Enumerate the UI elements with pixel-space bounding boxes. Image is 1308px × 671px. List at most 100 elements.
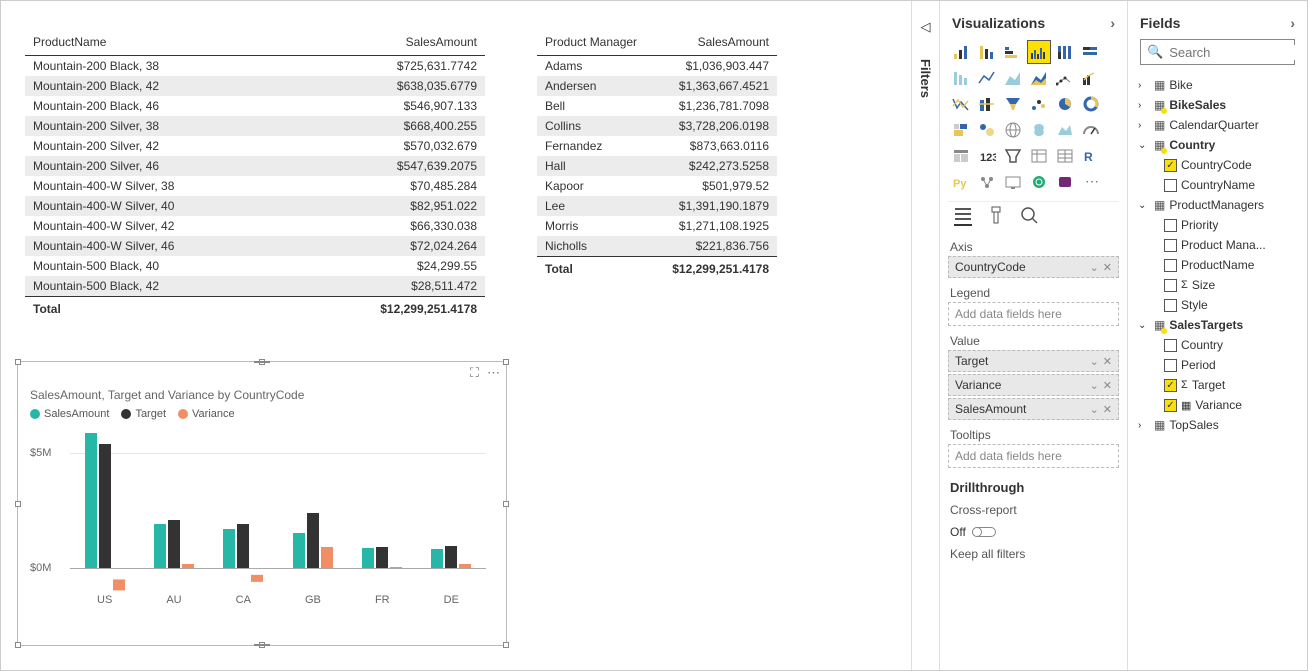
chart-visual[interactable]: ⛶ ⋯ SalesAmount, Target and Variance by … (17, 361, 507, 646)
field-node[interactable]: Style (1136, 295, 1299, 315)
table-row[interactable]: Kapoor$501,979.52 (537, 176, 777, 196)
viz-type-icon[interactable] (1028, 119, 1050, 141)
bar-group[interactable] (219, 426, 267, 586)
viz-type-icon[interactable] (976, 67, 998, 89)
table-row[interactable]: Mountain-200 Silver, 46$547,639.2075 (25, 156, 485, 176)
field-pill[interactable]: CountryCode⌄✕ (948, 256, 1119, 278)
remove-icon[interactable]: ✕ (1103, 379, 1112, 392)
field-checkbox[interactable] (1164, 279, 1177, 292)
remove-icon[interactable]: ✕ (1103, 261, 1112, 274)
search-input[interactable] (1169, 45, 1307, 60)
more-options-icon[interactable]: ⋯ (487, 365, 500, 381)
viz-type-icon[interactable]: 123 (976, 145, 998, 167)
chevron-down-icon[interactable]: ⌄ (1090, 379, 1099, 392)
viz-type-icon[interactable] (1028, 145, 1050, 167)
table-row[interactable]: Mountain-500 Black, 42$28,511.472 (25, 276, 485, 296)
viz-type-icon[interactable] (976, 41, 998, 63)
bar-group[interactable] (427, 426, 475, 586)
table-row[interactable]: Mountain-400-W Silver, 38$70,485.284 (25, 176, 485, 196)
column-header[interactable]: ProductName (25, 29, 258, 56)
field-node[interactable]: ✓ Σ Target (1136, 375, 1299, 395)
table-row[interactable]: Collins$3,728,206.0198 (537, 116, 777, 136)
viz-type-icon[interactable] (1080, 93, 1102, 115)
field-checkbox[interactable] (1164, 339, 1177, 352)
viz-type-icon[interactable] (1054, 171, 1076, 193)
field-drop-zone[interactable]: Add data fields here (948, 444, 1119, 468)
viz-type-icon[interactable] (976, 171, 998, 193)
viz-type-icon[interactable] (1054, 119, 1076, 141)
field-node[interactable]: ✓ CountryCode (1136, 155, 1299, 175)
field-checkbox[interactable] (1164, 239, 1177, 252)
table-node[interactable]: ⌄ ▦ SalesTargets (1136, 315, 1299, 335)
field-pill[interactable]: Variance⌄✕ (948, 374, 1119, 396)
expand-icon[interactable]: ◁ (921, 19, 931, 35)
field-node[interactable]: Priority (1136, 215, 1299, 235)
field-node[interactable]: Country (1136, 335, 1299, 355)
table-row[interactable]: Hall$242,273.5258 (537, 156, 777, 176)
table-node[interactable]: › ▦ BikeSales (1136, 95, 1299, 115)
field-pill[interactable]: SalesAmount⌄✕ (948, 398, 1119, 420)
bar-group[interactable] (358, 426, 406, 586)
table-node[interactable]: ⌄ ▦ ProductManagers (1136, 195, 1299, 215)
viz-type-icon[interactable] (1080, 119, 1102, 141)
field-drop-zone[interactable]: Add data fields here (948, 302, 1119, 326)
viz-type-icon[interactable] (950, 93, 972, 115)
viz-type-icon[interactable]: Py (950, 171, 972, 193)
viz-type-icon[interactable] (1002, 67, 1024, 89)
collapse-fields-icon[interactable]: › (1290, 15, 1295, 31)
field-node[interactable]: ProductName (1136, 255, 1299, 275)
table-row[interactable]: Mountain-200 Black, 46$546,907.133 (25, 96, 485, 116)
viz-type-icon[interactable] (1054, 145, 1076, 167)
table-row[interactable]: Mountain-500 Black, 40$24,299.55 (25, 256, 485, 276)
chevron-down-icon[interactable]: ⌄ (1090, 355, 1099, 368)
bar-group[interactable] (81, 426, 129, 586)
cross-report-toggle[interactable]: Off (948, 521, 1119, 543)
viz-type-icon[interactable] (1028, 67, 1050, 89)
viz-type-icon[interactable] (950, 67, 972, 89)
viz-type-icon[interactable] (950, 145, 972, 167)
viz-type-icon[interactable]: ⋯ (1080, 171, 1102, 193)
table-node[interactable]: › ▦ Bike (1136, 75, 1299, 95)
column-header[interactable]: SalesAmount (258, 29, 485, 56)
viz-type-icon[interactable] (976, 119, 998, 141)
table-row[interactable]: Mountain-400-W Silver, 42$66,330.038 (25, 216, 485, 236)
viz-type-icon[interactable] (1002, 171, 1024, 193)
table-row[interactable]: Mountain-400-W Silver, 40$82,951.022 (25, 196, 485, 216)
viz-type-icon[interactable] (950, 41, 972, 63)
field-node[interactable]: Product Mana... (1136, 235, 1299, 255)
field-checkbox[interactable]: ✓ (1164, 399, 1177, 412)
bar-group[interactable] (289, 426, 337, 586)
table-row[interactable]: Fernandez$873,663.0116 (537, 136, 777, 156)
table-row[interactable]: Lee$1,391,190.1879 (537, 196, 777, 216)
field-checkbox[interactable] (1164, 359, 1177, 372)
field-node[interactable]: Σ Size (1136, 275, 1299, 295)
field-pill[interactable]: Target⌄✕ (948, 350, 1119, 372)
fields-search[interactable]: 🔍 (1140, 39, 1295, 65)
bar-group[interactable] (150, 426, 198, 586)
table-row[interactable]: Nicholls$221,836.756 (537, 236, 777, 256)
viz-type-icon[interactable] (1054, 67, 1076, 89)
chevron-down-icon[interactable]: ⌄ (1090, 261, 1099, 274)
viz-type-icon[interactable] (1002, 93, 1024, 115)
field-checkbox[interactable] (1164, 219, 1177, 232)
remove-icon[interactable]: ✕ (1103, 355, 1112, 368)
field-checkbox[interactable]: ✓ (1164, 159, 1177, 172)
table-row[interactable]: Mountain-400-W Silver, 46$72,024.264 (25, 236, 485, 256)
viz-type-icon[interactable] (1054, 41, 1076, 63)
product-table[interactable]: ProductNameSalesAmountMountain-200 Black… (25, 29, 485, 319)
viz-type-icon[interactable] (1028, 93, 1050, 115)
collapse-viz-icon[interactable]: › (1110, 15, 1115, 31)
table-row[interactable]: Mountain-200 Silver, 42$570,032.679 (25, 136, 485, 156)
format-tab-icon[interactable] (988, 206, 1004, 226)
table-row[interactable]: Morris$1,271,108.1925 (537, 216, 777, 236)
field-checkbox[interactable] (1164, 179, 1177, 192)
viz-type-icon[interactable] (1054, 93, 1076, 115)
table-row[interactable]: Mountain-200 Silver, 38$668,400.255 (25, 116, 485, 136)
viz-type-icon[interactable]: R (1080, 145, 1102, 167)
remove-icon[interactable]: ✕ (1103, 403, 1112, 416)
column-header[interactable]: SalesAmount (670, 29, 777, 56)
viz-type-icon[interactable] (1002, 145, 1024, 167)
table-node[interactable]: ⌄ ▦ Country (1136, 135, 1299, 155)
table-row[interactable]: Mountain-200 Black, 38$725,631.7742 (25, 56, 485, 76)
chevron-down-icon[interactable]: ⌄ (1090, 403, 1099, 416)
